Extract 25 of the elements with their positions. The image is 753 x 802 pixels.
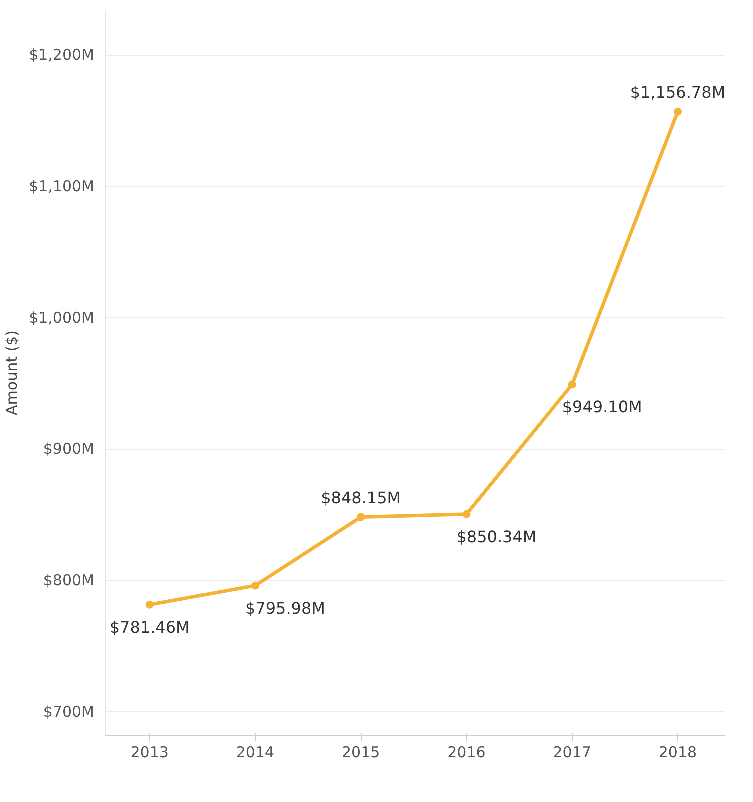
y-axis-title: Amount ($) [3, 330, 22, 416]
x-tick-label: 2013 [130, 744, 169, 762]
point [462, 510, 471, 518]
y-tick-label: $1,200M [29, 46, 95, 64]
data-label: $850.34M [456, 527, 537, 546]
y-tick-label: $800M [43, 572, 95, 590]
x-tick-label: 2016 [448, 744, 486, 762]
point [357, 513, 366, 522]
y-tick-label: $1,000M [29, 308, 95, 327]
y-tick-label: $1,100M [29, 177, 95, 196]
x-tick-label: 2014 [236, 744, 275, 762]
x-tick-label: 2018 [658, 744, 698, 762]
point [674, 108, 682, 116]
data-label: $795.98M [246, 598, 326, 618]
data-label: $781.46M [110, 618, 190, 637]
point [251, 582, 260, 590]
data-label: $848.15M [321, 488, 402, 508]
y-tick-label: $900M [43, 440, 95, 458]
y-tick-label: $700M [43, 702, 95, 721]
data-label: $949.10M [562, 398, 642, 417]
x-tick-label: 2015 [342, 744, 380, 762]
x-tick-label: 2017 [553, 744, 592, 762]
data-label: $1,156.78M [630, 82, 726, 102]
point [568, 380, 576, 389]
point [146, 600, 154, 609]
